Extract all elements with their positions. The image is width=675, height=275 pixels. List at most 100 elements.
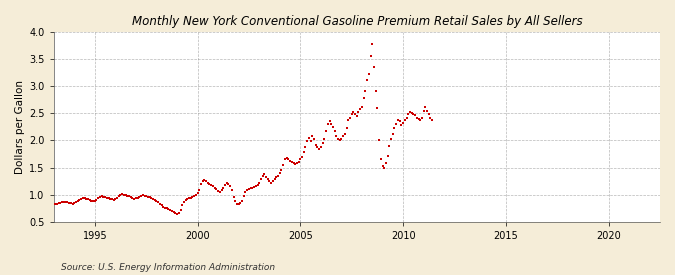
Point xyxy=(153,200,163,204)
Point xyxy=(381,161,392,165)
Point xyxy=(155,202,165,206)
Point xyxy=(177,203,188,208)
Point xyxy=(78,196,88,200)
Point xyxy=(227,188,238,192)
Point xyxy=(288,161,299,165)
Point xyxy=(247,185,258,190)
Point xyxy=(285,159,296,163)
Point xyxy=(55,200,66,205)
Point xyxy=(232,202,242,206)
Point xyxy=(355,107,366,111)
Point xyxy=(186,196,196,200)
Point xyxy=(110,197,121,202)
Point xyxy=(225,184,236,189)
Point xyxy=(360,88,371,93)
Point xyxy=(362,78,373,82)
Point xyxy=(345,116,356,120)
Point xyxy=(302,139,313,144)
Point xyxy=(315,145,326,149)
Point xyxy=(213,189,223,194)
Point xyxy=(165,208,176,213)
Point xyxy=(156,203,167,208)
Point xyxy=(127,196,138,200)
Point xyxy=(57,200,68,204)
Point xyxy=(197,179,208,183)
Point xyxy=(168,210,179,214)
Point xyxy=(228,195,239,199)
Point xyxy=(317,141,328,145)
Point xyxy=(267,179,278,183)
Point xyxy=(82,197,93,202)
Point xyxy=(401,116,412,120)
Point xyxy=(371,88,381,93)
Point xyxy=(365,54,376,59)
Point xyxy=(122,194,133,198)
Point xyxy=(329,128,340,133)
Point xyxy=(346,112,357,117)
Point xyxy=(307,134,318,138)
Point xyxy=(235,201,246,205)
Point xyxy=(134,195,145,199)
Point xyxy=(178,199,189,204)
Point xyxy=(88,199,99,203)
Point xyxy=(363,72,374,76)
Point xyxy=(296,155,307,159)
Point xyxy=(326,122,337,126)
Point xyxy=(105,197,115,201)
Point xyxy=(175,208,186,212)
Point xyxy=(216,188,227,192)
Point xyxy=(189,194,200,198)
Point xyxy=(76,197,86,201)
Point xyxy=(386,137,397,142)
Point xyxy=(254,180,265,185)
Point xyxy=(425,116,436,120)
Point xyxy=(136,194,146,198)
Point xyxy=(70,200,81,204)
Point xyxy=(375,157,386,162)
Point xyxy=(158,205,169,209)
Point xyxy=(340,132,350,136)
Point xyxy=(276,167,287,172)
Point xyxy=(108,198,119,202)
Point xyxy=(170,211,181,215)
Point xyxy=(264,179,275,183)
Point xyxy=(391,122,402,126)
Text: Source: U.S. Energy Information Administration: Source: U.S. Energy Information Administ… xyxy=(61,263,275,272)
Point xyxy=(410,113,421,118)
Point xyxy=(400,118,410,122)
Point xyxy=(327,125,338,129)
Point xyxy=(413,117,424,121)
Point xyxy=(314,146,325,151)
Point xyxy=(274,171,285,175)
Point xyxy=(404,110,415,114)
Point xyxy=(74,198,85,202)
Point xyxy=(422,108,433,113)
Point xyxy=(113,194,124,199)
Point xyxy=(68,202,78,206)
Point xyxy=(321,128,331,133)
Point xyxy=(151,199,162,203)
Point xyxy=(98,195,109,199)
Point xyxy=(202,180,213,185)
Point xyxy=(257,174,268,178)
Point xyxy=(144,195,155,200)
Point xyxy=(358,96,369,100)
Point xyxy=(408,112,418,117)
Point xyxy=(278,163,289,167)
Point xyxy=(219,183,230,187)
Point xyxy=(420,104,431,109)
Point xyxy=(396,123,407,127)
Point xyxy=(204,182,215,186)
Point xyxy=(53,201,64,205)
Point xyxy=(322,122,333,126)
Point xyxy=(398,121,408,125)
Point xyxy=(263,177,273,182)
Point xyxy=(65,201,76,205)
Point xyxy=(129,197,140,201)
Point xyxy=(389,126,400,131)
Point xyxy=(394,119,405,123)
Point xyxy=(230,199,240,203)
Point xyxy=(49,202,59,207)
Point xyxy=(412,116,423,120)
Point xyxy=(283,157,294,162)
